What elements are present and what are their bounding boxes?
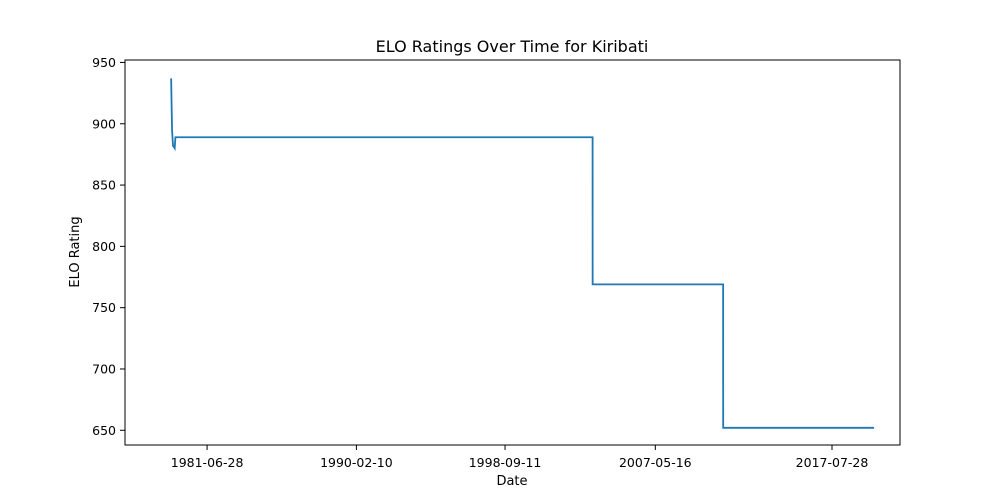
y-tick-label: 750 <box>92 300 116 315</box>
elo-series-line <box>170 78 875 429</box>
plot-area <box>170 78 875 429</box>
y-tick-label: 850 <box>92 178 116 193</box>
chart-title: ELO Ratings Over Time for Kiribati <box>376 37 649 56</box>
x-tick-label: 2007-05-16 <box>619 455 692 470</box>
x-axis: 1981-06-28 1990-02-10 1998-09-11 2007-05-16… <box>171 445 869 470</box>
plot-frame <box>124 59 901 446</box>
y-tick-label: 700 <box>92 361 116 376</box>
x-tick-label: 1998-09-11 <box>469 455 542 470</box>
y-axis: 650 700 750 800 850 900 950 <box>92 55 125 438</box>
x-tick-label: 1990-02-10 <box>320 455 393 470</box>
x-axis-label: Date <box>496 474 527 489</box>
y-tick-label: 950 <box>92 55 116 70</box>
y-axis-label: ELO Rating <box>68 216 83 287</box>
y-tick-label: 650 <box>92 423 116 438</box>
y-tick-label: 800 <box>92 239 116 254</box>
x-tick-label: 2017-07-28 <box>796 455 869 470</box>
x-tick-label: 1981-06-28 <box>171 455 244 470</box>
y-tick-label: 900 <box>92 116 116 131</box>
